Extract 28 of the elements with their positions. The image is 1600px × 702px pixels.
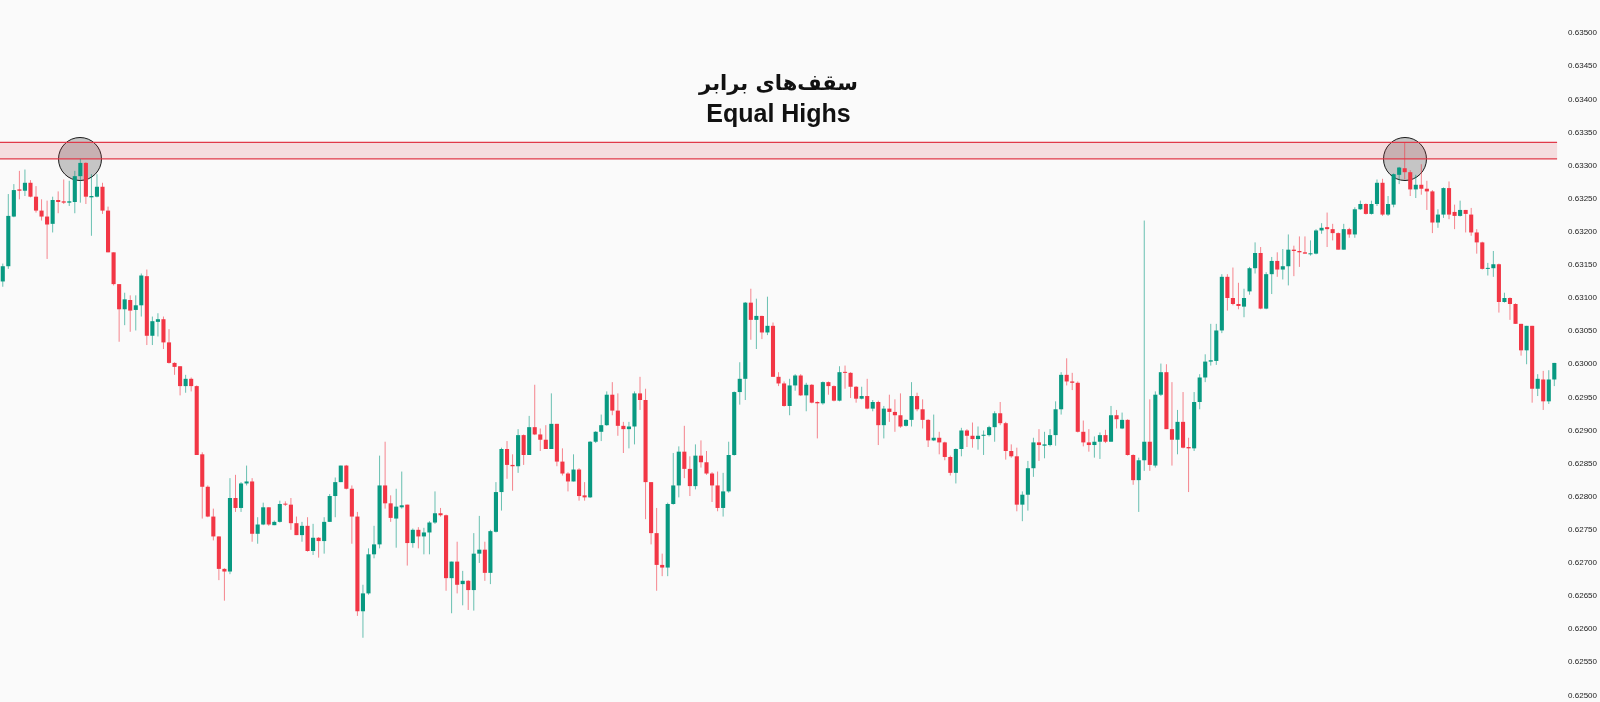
text: سقف‌های برابر — [699, 70, 858, 97]
y-tick-label: 0.62650 — [1568, 591, 1598, 601]
y-tick-label: 0.63100 — [1568, 293, 1598, 303]
y-tick-label: 0.62800 — [1568, 491, 1598, 501]
y-tick-label: 0.63150 — [1568, 260, 1598, 270]
y-tick-label: 0.63400 — [1568, 94, 1598, 104]
y-tick-label: 0.63500 — [1568, 28, 1598, 38]
y-tick-label: 0.62700 — [1568, 558, 1598, 568]
candlestick — [1302, 235, 1308, 255]
y-tick-label: 0.62550 — [1568, 657, 1598, 667]
y-tick-label: 0.62850 — [1568, 458, 1598, 468]
y-tick-label: 0.62750 — [1568, 525, 1598, 535]
candlestick — [964, 428, 969, 448]
y-tick-label: 0.63050 — [1568, 326, 1598, 336]
y-tick-label: 0.63000 — [1568, 359, 1598, 369]
y-tick-label: 0.62900 — [1568, 425, 1598, 435]
candlestick — [1458, 200, 1463, 218]
y-tick-label: 0.62950 — [1568, 392, 1598, 402]
text: Equal Highs — [706, 98, 851, 128]
y-tick-label: 0.63300 — [1568, 160, 1598, 170]
candlestick — [1485, 262, 1490, 276]
y-tick-label: 0.63350 — [1568, 127, 1598, 137]
y-tick-label: 0.62500 — [1568, 690, 1598, 700]
y-tick-label: 0.63450 — [1568, 61, 1598, 71]
y-tick-label: 0.63250 — [1568, 193, 1598, 203]
y-tick-label: 0.62600 — [1568, 624, 1598, 634]
y-tick-label: 0.63200 — [1568, 227, 1598, 236]
candlestick — [1120, 412, 1125, 430]
